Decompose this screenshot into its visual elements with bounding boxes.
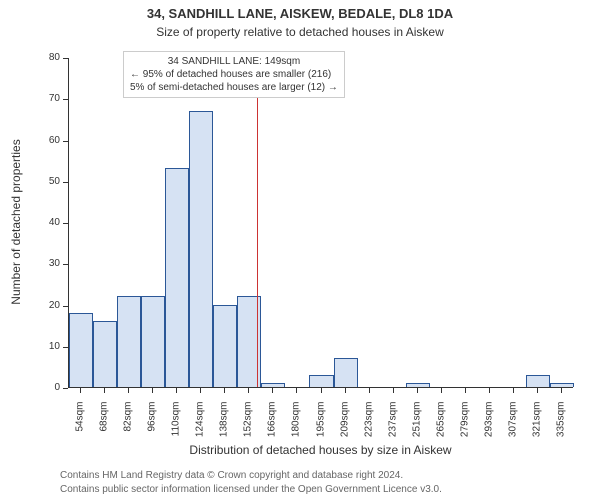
x-tick: [537, 388, 538, 393]
y-tick-label: 0: [36, 382, 60, 393]
histogram-bar: [141, 296, 165, 387]
x-tick: [296, 388, 297, 393]
x-tick: [369, 388, 370, 393]
histogram-bar: [117, 296, 141, 387]
x-tick: [80, 388, 81, 393]
y-tick: [63, 388, 68, 389]
y-tick-label: 80: [36, 52, 60, 63]
chart-title-main: 34, SANDHILL LANE, AISKEW, BEDALE, DL8 1…: [0, 6, 600, 21]
histogram-bar: [237, 296, 261, 387]
x-tick: [321, 388, 322, 393]
chart-title-sub: Size of property relative to detached ho…: [0, 25, 600, 39]
y-tick-label: 60: [36, 135, 60, 146]
x-tick-label: 321sqm: [531, 402, 542, 452]
footer-line1: Contains HM Land Registry data © Crown c…: [60, 470, 403, 481]
x-tick-label: 307sqm: [507, 402, 518, 452]
annotation-box: 34 SANDHILL LANE: 149sqm ← 95% of detach…: [123, 51, 345, 98]
x-tick-label: 335sqm: [555, 402, 566, 452]
y-tick: [63, 99, 68, 100]
histogram-chart: 34, SANDHILL LANE, AISKEW, BEDALE, DL8 1…: [0, 0, 600, 500]
x-tick-label: 96sqm: [147, 402, 158, 452]
x-tick: [465, 388, 466, 393]
y-tick-label: 70: [36, 93, 60, 104]
histogram-bar: [69, 313, 93, 387]
x-tick: [128, 388, 129, 393]
y-tick-label: 30: [36, 258, 60, 269]
x-tick: [272, 388, 273, 393]
y-tick-label: 20: [36, 300, 60, 311]
histogram-bar: [309, 375, 333, 387]
annotation-line2: ← 95% of detached houses are smaller (21…: [130, 68, 338, 81]
plot-area: [68, 58, 573, 388]
y-tick-label: 50: [36, 176, 60, 187]
y-tick: [63, 264, 68, 265]
x-tick: [489, 388, 490, 393]
x-tick-label: 265sqm: [435, 402, 446, 452]
x-tick: [561, 388, 562, 393]
y-tick: [63, 223, 68, 224]
x-tick: [393, 388, 394, 393]
x-tick: [441, 388, 442, 393]
footer-line2: Contains public sector information licen…: [60, 484, 442, 495]
x-tick-label: 237sqm: [387, 402, 398, 452]
annotation-line1: 34 SANDHILL LANE: 149sqm: [130, 55, 338, 68]
histogram-bar: [406, 383, 430, 387]
histogram-bar: [334, 358, 358, 387]
x-tick-label: 82sqm: [123, 402, 134, 452]
x-tick-label: 279sqm: [459, 402, 470, 452]
x-tick-label: 195sqm: [315, 402, 326, 452]
x-tick-label: 152sqm: [243, 402, 254, 452]
y-axis-label: Number of detached properties: [9, 122, 23, 322]
annotation-line3: 5% of semi-detached houses are larger (1…: [130, 81, 338, 94]
histogram-bar: [526, 375, 550, 387]
x-tick-label: 110sqm: [171, 402, 182, 452]
histogram-bar: [93, 321, 117, 387]
y-tick: [63, 58, 68, 59]
x-tick: [224, 388, 225, 393]
x-tick-label: 293sqm: [483, 402, 494, 452]
x-tick-label: 138sqm: [219, 402, 230, 452]
histogram-bar: [550, 383, 574, 387]
y-tick: [63, 347, 68, 348]
x-tick: [513, 388, 514, 393]
y-tick: [63, 182, 68, 183]
x-tick-label: 166sqm: [267, 402, 278, 452]
x-tick-label: 180sqm: [291, 402, 302, 452]
y-tick-label: 40: [36, 217, 60, 228]
y-tick-label: 10: [36, 341, 60, 352]
x-tick-label: 251sqm: [411, 402, 422, 452]
x-tick: [200, 388, 201, 393]
x-tick-label: 209sqm: [339, 402, 350, 452]
x-tick: [417, 388, 418, 393]
x-tick: [152, 388, 153, 393]
x-tick-label: 68sqm: [99, 402, 110, 452]
y-tick: [63, 306, 68, 307]
reference-line: [257, 57, 258, 387]
y-tick: [63, 141, 68, 142]
histogram-bar: [165, 168, 189, 387]
x-tick: [176, 388, 177, 393]
x-tick-label: 223sqm: [363, 402, 374, 452]
x-tick-label: 124sqm: [195, 402, 206, 452]
x-tick-label: 54sqm: [75, 402, 86, 452]
histogram-bar: [213, 305, 237, 388]
x-tick: [345, 388, 346, 393]
histogram-bar: [261, 383, 285, 387]
x-tick: [104, 388, 105, 393]
histogram-bar: [189, 111, 213, 387]
x-tick: [248, 388, 249, 393]
